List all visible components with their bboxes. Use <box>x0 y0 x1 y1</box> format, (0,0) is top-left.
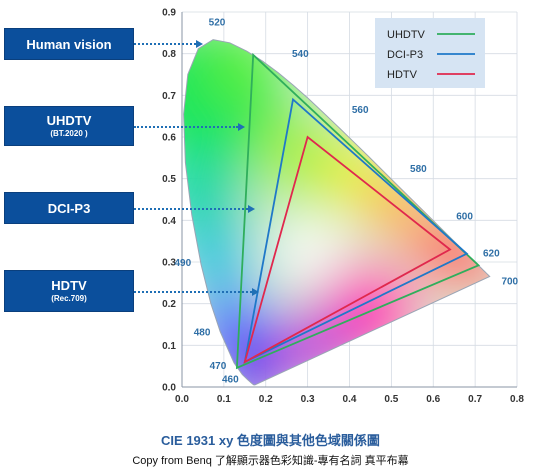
x-tick-label: 0.3 <box>301 394 315 405</box>
wavelength-label: 460 <box>222 375 239 386</box>
wavelength-label: 580 <box>410 164 427 175</box>
axes <box>181 12 517 388</box>
wavelength-label: 520 <box>209 18 226 29</box>
wavelength-label: 700 <box>501 277 518 288</box>
wavelength-label: 560 <box>352 105 369 116</box>
wavelength-label: 490 <box>175 258 192 269</box>
pointer-line-dci-p3 <box>134 208 248 210</box>
pointer-arrow-icon <box>238 123 245 131</box>
color-blob <box>462 253 490 296</box>
callout-dci-p3: DCI-P3 <box>4 192 134 224</box>
callout-label: HDTV <box>51 278 87 293</box>
wavelength-label: 480 <box>194 328 211 339</box>
callout-sublabel: (BT.2020 ) <box>50 129 88 138</box>
pointer-line-hdtv <box>134 291 252 293</box>
pointer-arrow-icon <box>252 288 259 296</box>
y-tick-label: 0.8 <box>162 49 176 60</box>
y-tick-label: 0.5 <box>162 174 176 185</box>
color-blob <box>207 39 291 104</box>
x-tick-label: 0.6 <box>426 394 440 405</box>
x-tick-label: 0.8 <box>510 394 524 405</box>
y-tick-label: 0.2 <box>162 299 176 310</box>
callout-human-vision: Human vision <box>4 28 134 60</box>
x-tick-label: 0.4 <box>343 394 357 405</box>
callout-label: Human vision <box>26 36 112 52</box>
legend-label: DCI-P3 <box>387 49 423 61</box>
callout-label: DCI-P3 <box>47 200 91 216</box>
wavelength-label: 540 <box>292 49 309 60</box>
x-tick-label: 0.0 <box>175 394 189 405</box>
chart-title: CIE 1931 xy 色度圖與其他色域關係圖 <box>161 433 380 448</box>
gamut-triangle-hdtv <box>243 135 452 364</box>
wavelength-label: 470 <box>210 361 227 372</box>
y-tick-label: 0.7 <box>162 91 176 102</box>
callout-label: UHDTV <box>46 113 92 128</box>
legend: UHDTV DCI-P3 HDTV <box>375 18 485 88</box>
y-tick-label: 0.4 <box>162 216 176 227</box>
wavelength-label: 620 <box>483 249 500 260</box>
pointer-arrow-icon <box>248 205 255 213</box>
gamut-triangle-dci-p3 <box>243 97 469 364</box>
x-tick-label: 0.7 <box>468 394 482 405</box>
wavelength-labels: 460 470 480 490 520 540 560 580 600 620 700 <box>175 18 519 386</box>
callout-hdtv: HDTV (Rec.709) <box>4 270 134 312</box>
y-tick-label: 0.1 <box>162 341 176 352</box>
x-tick-label: 0.2 <box>259 394 273 405</box>
y-tick-label: 0.3 <box>162 258 176 269</box>
pointer-line-uhdtv <box>134 126 238 128</box>
x-tick-label: 0.1 <box>217 394 231 405</box>
spectral-locus-outline <box>183 39 491 386</box>
wavelength-label: 600 <box>456 212 473 223</box>
legend-label: UHDTV <box>387 29 426 41</box>
y-tick-label: 0.9 <box>162 8 176 19</box>
y-tick-label: 0.0 <box>162 383 176 394</box>
y-tick-label: 0.6 <box>162 133 176 144</box>
gamut-triangles <box>235 52 481 370</box>
callout-sublabel: (Rec.709) <box>51 294 87 303</box>
chromaticity-chart: 0.0 0.1 0.2 0.3 0.4 0.5 0.6 0.7 0.8 0.0 0.1 0.2 0.3 0… <box>162 8 524 406</box>
x-tick-label: 0.5 <box>384 394 398 405</box>
callout-uhdtv: UHDTV (BT.2020 ) <box>4 106 134 146</box>
legend-box <box>375 18 485 88</box>
tick-labels: 0.0 0.1 0.2 0.3 0.4 0.5 0.6 0.7 0.8 0.0 0.1 0.2 0.3 0… <box>162 8 524 406</box>
credit-text: Copy from Benq 了解顯示器色彩知識-專有名詞 真平布幕 <box>132 455 409 467</box>
gamut-triangle-uhdtv <box>235 52 481 370</box>
pointer-arrow-icon <box>196 40 203 48</box>
pointer-line-human-vision <box>134 43 196 45</box>
legend-label: HDTV <box>387 69 418 81</box>
color-blob <box>282 220 342 279</box>
